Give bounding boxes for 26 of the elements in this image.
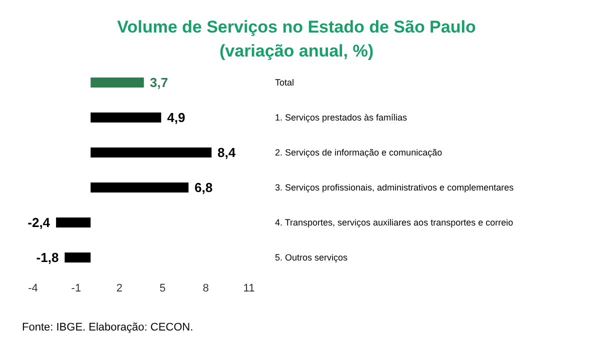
x-tick-label: 2: [116, 282, 122, 294]
y-tick-label: 5. Outros serviços: [275, 252, 348, 262]
data-label: 8,4: [218, 145, 236, 160]
bar: [64, 252, 91, 262]
text: Volume de Serviços no Estado de São Paulo (variação anual, %): [117, 18, 476, 60]
bar: [56, 218, 91, 228]
data-label: 4,9: [167, 110, 186, 125]
x-tick-label: -1: [71, 282, 82, 294]
data-label: -2,4: [28, 215, 51, 230]
bar: [90, 148, 212, 158]
x-tick-label: -4: [28, 282, 38, 294]
y-tick-label: 4. Transportes, serviços auxiliares aos transportes e correio: [275, 218, 514, 228]
x-tick-label: 8: [202, 282, 209, 294]
x-tick-label: 5: [160, 282, 166, 294]
data-label: 3,7: [150, 75, 168, 90]
source-note: Fonte: IBGE. Elaboração: CECON.: [22, 322, 194, 334]
y-tick-label: 2. Serviços de informação e comunicação: [275, 148, 442, 158]
data-label: -1,8: [36, 250, 59, 265]
bar: [90, 78, 144, 88]
bar: [90, 182, 189, 192]
y-tick-label: 3. Serviços profissionais, administrativos e complementares: [275, 182, 514, 192]
x-tick-label: 11: [243, 282, 255, 294]
bar: [90, 112, 162, 122]
y-tick-label: 1. Serviços prestados às famílias: [275, 112, 408, 122]
data-label: 6,8: [194, 180, 213, 195]
y-tick-label: Total: [275, 78, 294, 88]
